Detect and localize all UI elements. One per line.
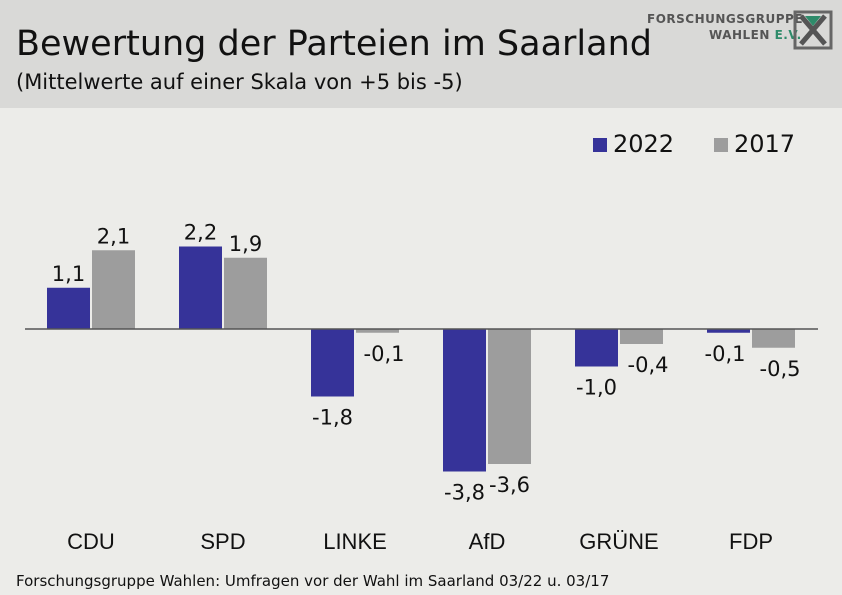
logo-line-2-main: WAHLEN: [709, 28, 770, 42]
bar-linke-2022: [311, 329, 354, 397]
bar-fdp-2022: [707, 329, 750, 333]
logo-x-icon: [793, 10, 833, 50]
bar-fdp-2017: [752, 329, 795, 348]
value-label-cdu-2022: 1,1: [52, 262, 85, 286]
legend-label-2022: 2022: [613, 130, 675, 158]
bar-grüne-2022: [575, 329, 618, 367]
value-label-linke-2022: -1,8: [312, 406, 353, 430]
value-label-grüne-2017: -0,4: [628, 353, 669, 377]
value-label-spd-2022: 2,2: [184, 221, 217, 245]
header-band: Bewertung der Parteien im Saarland (Mitt…: [0, 0, 842, 108]
category-label-linke: LINKE: [323, 529, 387, 554]
bar-cdu-2022: [47, 287, 90, 329]
fgw-logo: FORSCHUNGSGRUPPE WAHLEN E.V.: [647, 10, 837, 52]
bar-cdu-2017: [92, 250, 135, 329]
category-label-afd: AfD: [469, 529, 506, 554]
category-label-spd: SPD: [200, 529, 245, 554]
bar-linke-2017: [356, 329, 399, 333]
value-label-cdu-2017: 2,1: [97, 224, 130, 248]
category-label-cdu: CDU: [67, 529, 115, 554]
value-label-fdp-2017: -0,5: [760, 357, 801, 381]
value-label-afd-2022: -3,8: [444, 481, 485, 505]
value-label-spd-2017: 1,9: [229, 232, 262, 256]
bar-afd-2017: [488, 329, 531, 464]
chart-title: Bewertung der Parteien im Saarland: [16, 24, 652, 64]
bar-afd-2022: [443, 329, 486, 472]
value-label-grüne-2022: -1,0: [576, 376, 617, 400]
legend-swatch-2017: [714, 138, 728, 152]
bar-spd-2022: [179, 246, 222, 329]
category-label-fdp: FDP: [729, 529, 773, 554]
legend-swatch-2022: [593, 138, 607, 152]
bar-chart: 1,1 2,1 CDU 2,2 1,9 SPD -1,8 -0,1 LINKE -3,8 -3,6 A…: [25, 221, 818, 554]
bar-spd-2017: [224, 257, 267, 329]
value-label-fdp-2022: -0,1: [705, 342, 746, 366]
bar-grüne-2017: [620, 329, 663, 344]
value-label-linke-2017: -0,1: [364, 342, 405, 366]
value-label-afd-2017: -3,6: [489, 473, 530, 497]
legend-label-2017: 2017: [734, 130, 796, 158]
logo-line-1: FORSCHUNGSGRUPPE: [647, 12, 804, 26]
category-label-grüne: GRÜNE: [579, 529, 658, 554]
source-note: Forschungsgruppe Wahlen: Umfragen vor de…: [16, 572, 610, 590]
chart-subtitle: (Mittelwerte auf einer Skala von +5 bis …: [16, 70, 463, 94]
